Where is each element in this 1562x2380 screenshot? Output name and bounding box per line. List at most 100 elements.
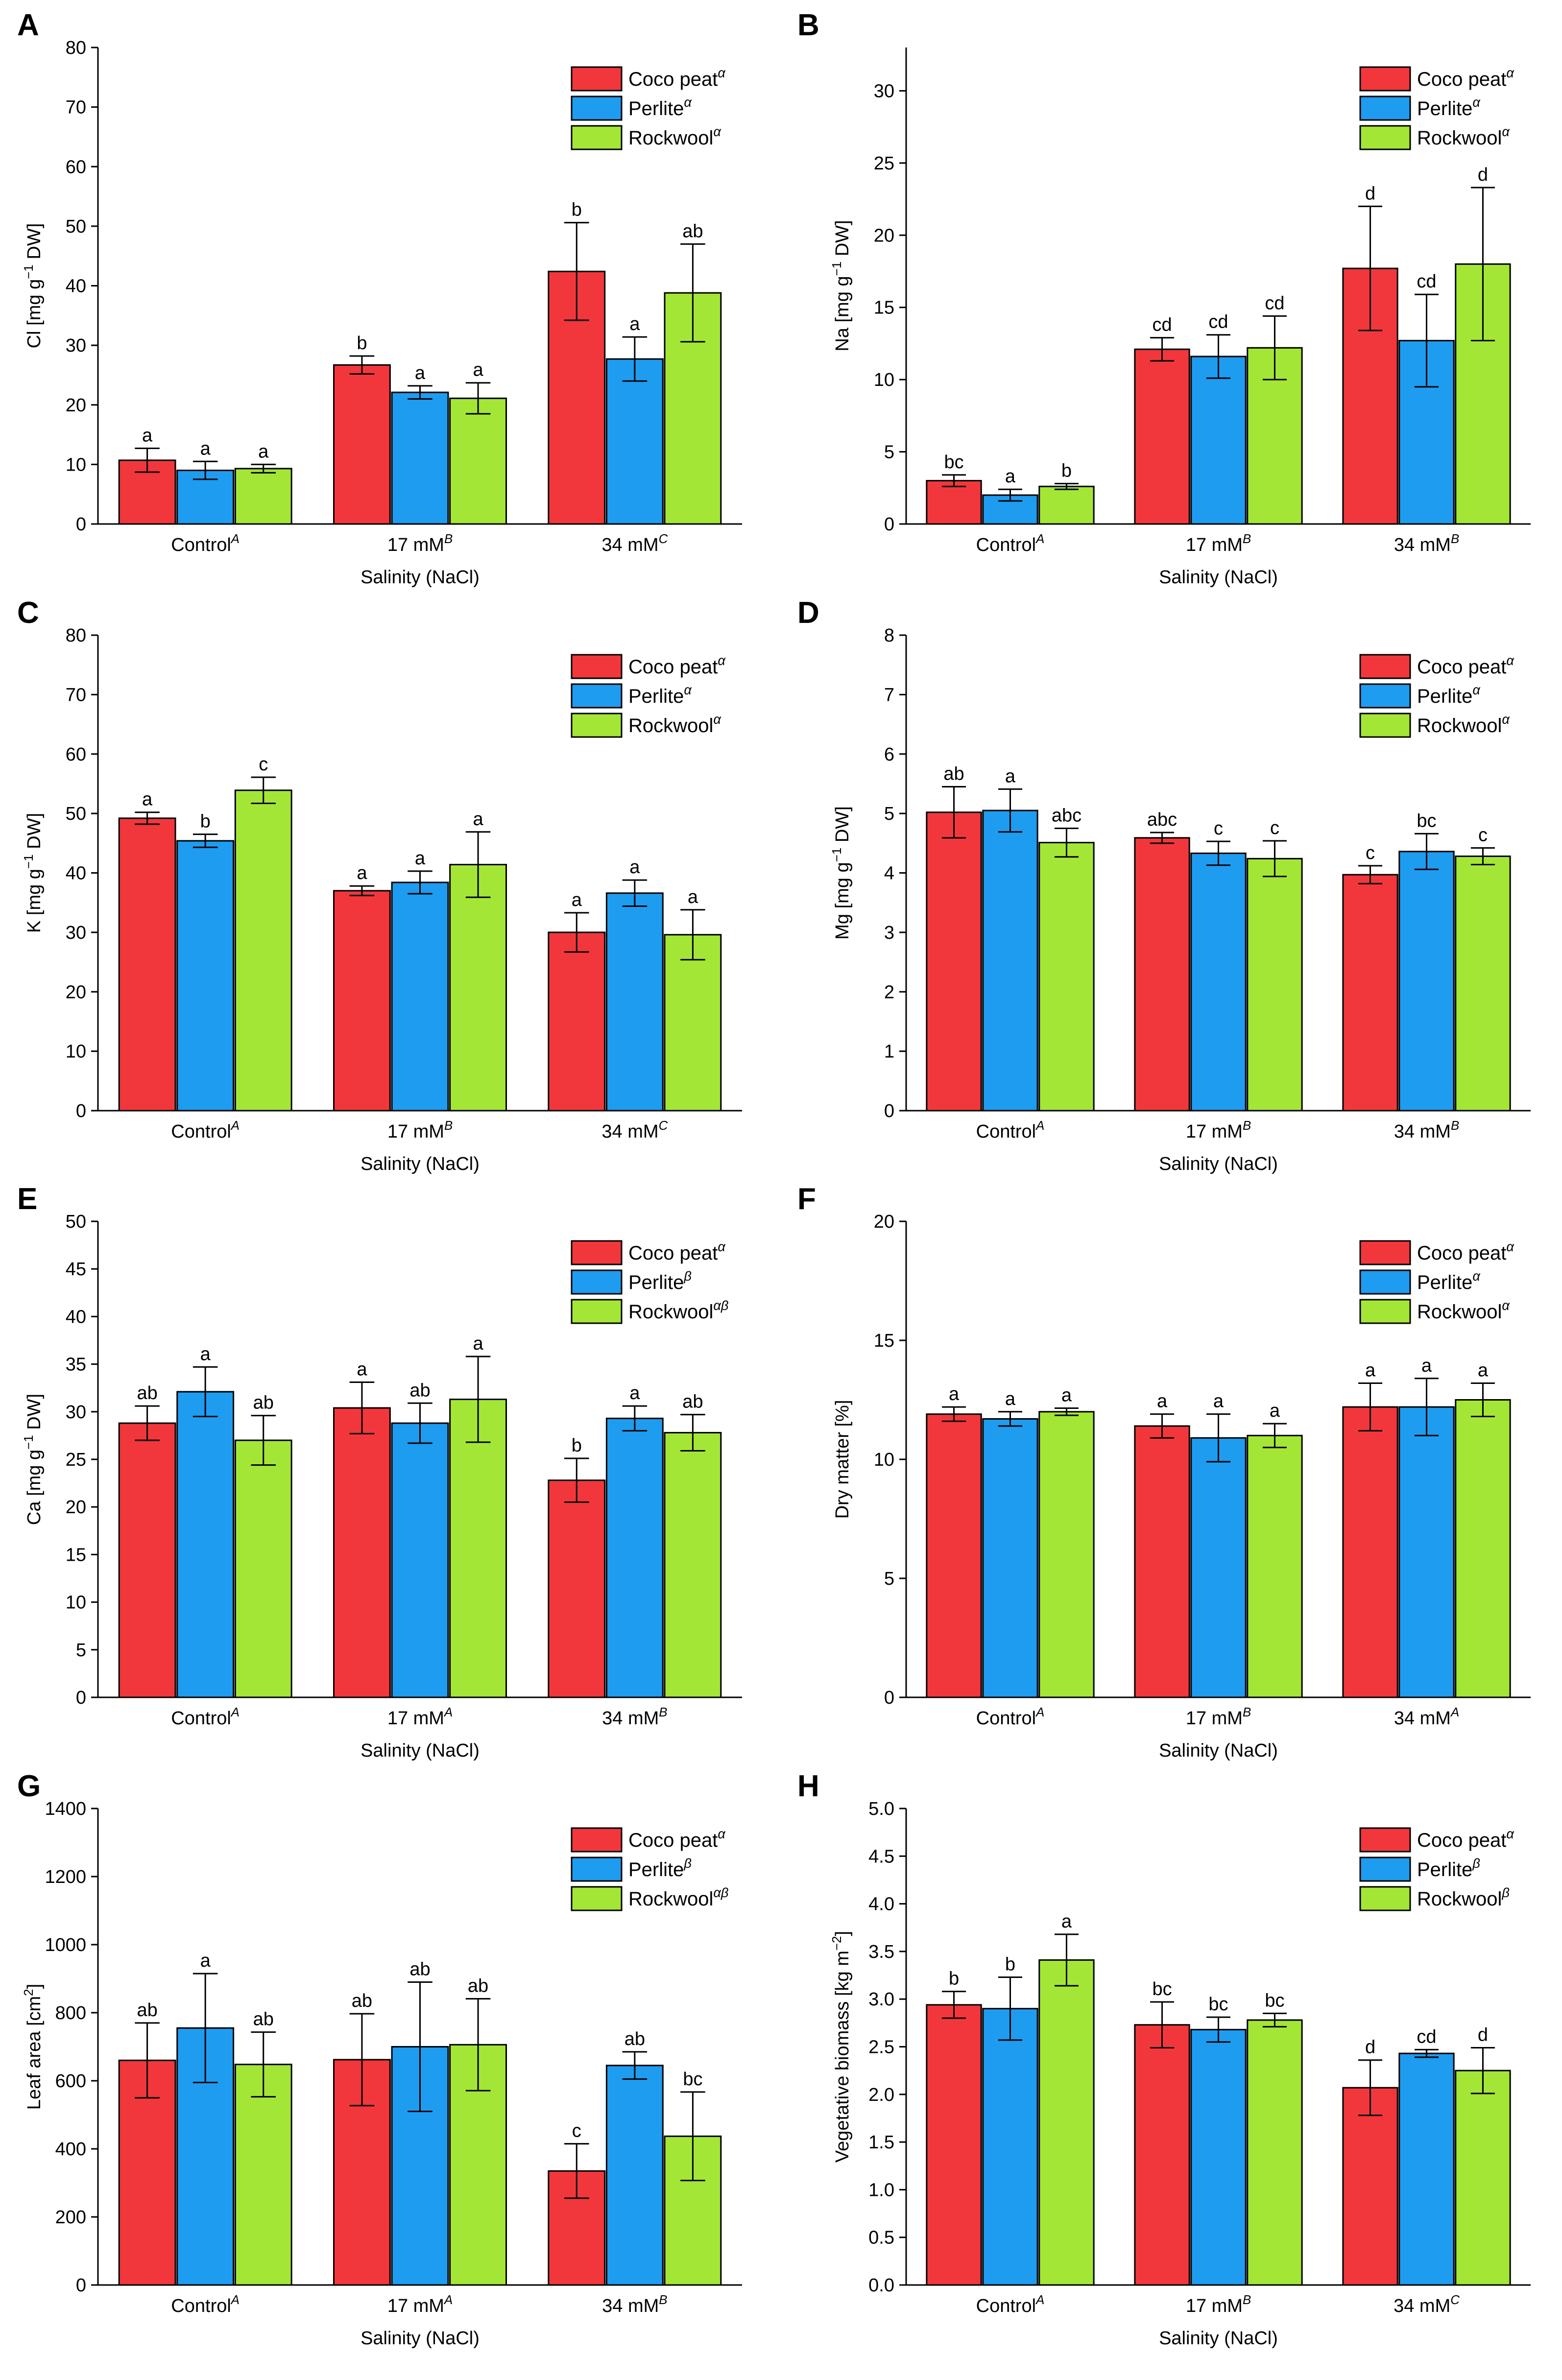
bar-h-2-1 xyxy=(1134,2024,1190,2286)
legend-label-superscript: α xyxy=(1502,1298,1510,1313)
y-tick-label: 80 xyxy=(66,625,86,646)
bar-e-2-3 xyxy=(449,1399,507,1698)
legend-label-superscript: α xyxy=(1472,1268,1481,1284)
bar-e-3-2 xyxy=(605,1417,664,1698)
legend-swatch xyxy=(1359,713,1411,738)
x-category-label-superscript: A xyxy=(1450,1706,1459,1719)
x-category-label-main: Control xyxy=(171,2296,231,2316)
legend-swatch xyxy=(571,1240,623,1265)
x-axis-title: Salinity (NaCl) xyxy=(1159,2328,1278,2349)
significance-letter: a xyxy=(1005,466,1016,487)
legend-label-main: Coco peat xyxy=(1417,69,1506,90)
significance-letter: a xyxy=(1157,1391,1168,1412)
y-tick-label: 15 xyxy=(66,1545,86,1565)
legend-swatch xyxy=(571,95,623,121)
legend-swatch xyxy=(1359,1240,1411,1265)
bar-d-3-3 xyxy=(1455,856,1511,1112)
x-category-label-superscript: A xyxy=(230,1119,240,1133)
significance-letter: d xyxy=(1478,165,1488,185)
y-tick-label: 0 xyxy=(76,514,86,535)
x-category-label-main: Control xyxy=(171,1708,231,1729)
significance-letter: a xyxy=(629,314,640,334)
bar-a-2-3 xyxy=(449,397,507,525)
y-tick-label: 200 xyxy=(55,2207,86,2228)
y-tick-label: 0 xyxy=(884,1101,894,1121)
legend-label-superscript: β xyxy=(1501,1885,1510,1900)
legend-label: Perliteβ xyxy=(628,1856,692,1880)
y-axis-title: Vegetative biomass [kg m−2] xyxy=(829,1931,853,2163)
y-tick-label: 35 xyxy=(66,1355,86,1375)
x-category-label: ControlA xyxy=(976,1119,1045,1142)
significance-letter: a xyxy=(200,438,211,459)
bar-d-2-2 xyxy=(1190,852,1247,1112)
x-category-label-superscript: B xyxy=(444,1119,453,1133)
legend-label-superscript: α xyxy=(1502,124,1510,139)
legend-label: Coco peatα xyxy=(628,1239,726,1264)
significance-letter: ab xyxy=(625,2029,645,2049)
x-category-label: 17 mMB xyxy=(1186,1119,1251,1142)
y-axis-title-superscript: −1 xyxy=(21,854,36,869)
y-tick-label: 40 xyxy=(66,276,86,297)
y-tick-label: 45 xyxy=(66,1259,86,1280)
x-category-label-superscript: A xyxy=(443,2293,453,2307)
x-category-label-superscript: A xyxy=(230,1706,240,1719)
x-category-label-main: 34 mM xyxy=(1394,2296,1450,2316)
legend-swatch xyxy=(1359,1299,1411,1324)
y-tick-label: 0 xyxy=(884,1688,894,1708)
bar-e-2-2 xyxy=(391,1422,449,1698)
x-category-label-main: 17 mM xyxy=(387,2296,444,2316)
x-category-label: 17 mMA xyxy=(387,1706,453,1729)
y-axis-title-main: Cl [mg g xyxy=(24,279,45,348)
legend-label: Coco peatα xyxy=(1417,65,1514,90)
y-axis-title-tail: DW] xyxy=(832,220,853,261)
y-axis-title-superscript: −1 xyxy=(829,262,844,276)
significance-letter: a xyxy=(1365,1360,1376,1380)
bar-d-3-2 xyxy=(1398,851,1455,1112)
y-tick-label: 1000 xyxy=(45,1935,86,1955)
x-category-label: ControlA xyxy=(171,2293,240,2316)
y-tick-label: 20 xyxy=(874,1212,894,1232)
y-tick-label: 40 xyxy=(66,1307,86,1327)
significance-letter: ab xyxy=(409,1959,430,1979)
significance-letter: ab xyxy=(943,764,964,785)
panel-letter-d: D xyxy=(797,596,819,630)
legend-label-superscript: α xyxy=(718,653,726,668)
x-category-label-superscript: A xyxy=(1035,1706,1044,1719)
bar-b-3-3 xyxy=(1455,263,1511,525)
bar-h-2-2 xyxy=(1190,2028,1247,2286)
x-category-label: 17 mMB xyxy=(1186,2293,1251,2316)
legend-label-main: Perlite xyxy=(1417,686,1472,707)
legend-swatch xyxy=(1359,1886,1411,1911)
panel-letter-e: E xyxy=(17,1182,37,1216)
panel-a: A 0 10 20 30 40 50 60 70 80 Cl [mg g−1 DW] a a a Contr… xyxy=(17,8,742,588)
legend-label-superscript: α xyxy=(713,712,721,727)
y-axis-title-main: Na [mg g xyxy=(832,276,853,351)
legend-swatch xyxy=(571,1856,623,1882)
legend-swatch xyxy=(1359,125,1411,150)
y-tick-label: 70 xyxy=(66,97,86,118)
y-tick-label: 4 xyxy=(884,863,894,884)
legend-swatch xyxy=(1359,1269,1411,1295)
legend-label-superscript: α xyxy=(1502,712,1510,727)
x-category-label: ControlA xyxy=(976,1706,1045,1729)
significance-letter: a xyxy=(1061,1385,1072,1406)
y-axis-title-main: Mg [mg g xyxy=(832,862,853,939)
significance-letter: bc xyxy=(683,2069,702,2090)
x-category-label: ControlA xyxy=(171,532,240,555)
y-tick-label: 20 xyxy=(874,225,894,246)
legend-swatch xyxy=(571,713,623,738)
y-axis-title: Dry matter [%] xyxy=(832,1400,853,1519)
x-category-label-main: 34 mM xyxy=(1394,1121,1451,1142)
bar-f-3-3 xyxy=(1455,1399,1511,1698)
x-category-label-superscript: A xyxy=(443,1706,453,1719)
y-axis-title-superscript: −1 xyxy=(21,1435,36,1450)
x-axis-title: Salinity (NaCl) xyxy=(1159,1154,1278,1174)
x-category-label-main: 34 mM xyxy=(601,1121,658,1142)
y-axis-title-main: Vegetative biomass [kg m xyxy=(832,1951,853,2163)
y-tick-label: 3 xyxy=(884,923,894,943)
legend-label-superscript: α xyxy=(1506,1239,1514,1254)
y-tick-label: 25 xyxy=(66,1450,86,1470)
bar-f-3-2 xyxy=(1398,1406,1455,1698)
x-category-label-superscript: A xyxy=(1035,532,1044,546)
